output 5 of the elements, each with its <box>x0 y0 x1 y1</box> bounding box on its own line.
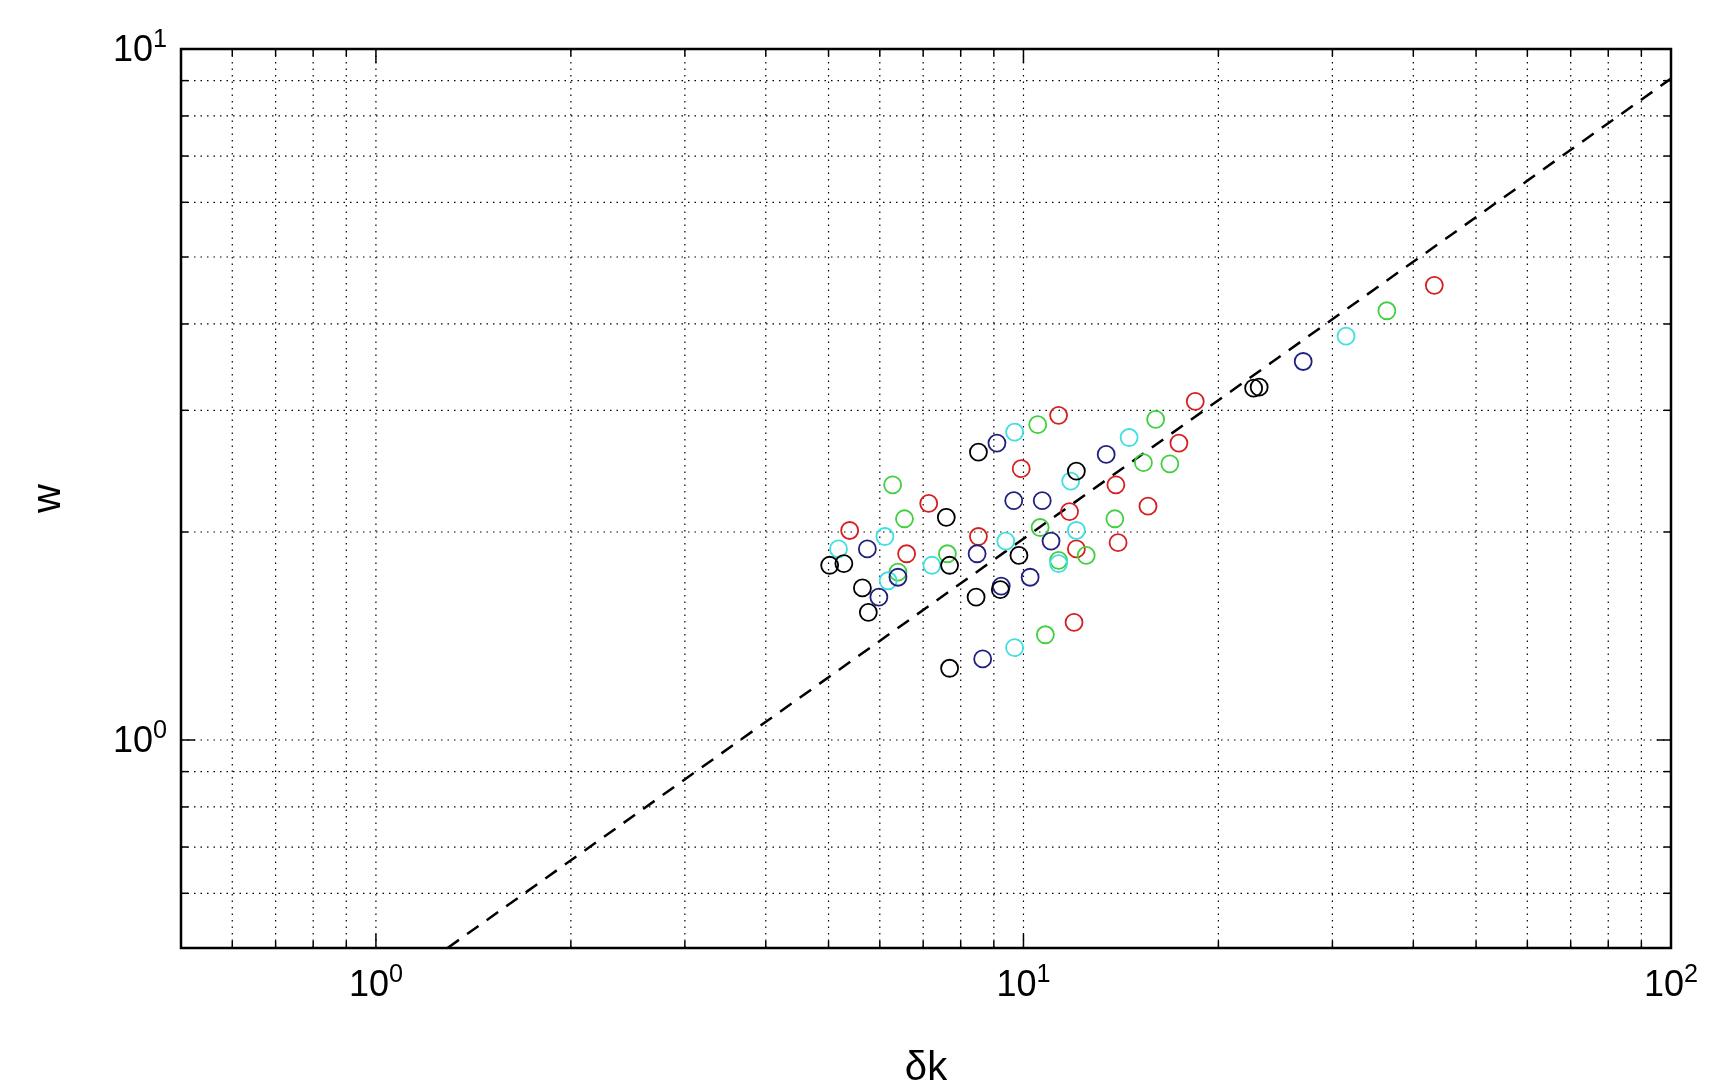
x-tick-label: 10$^{2}$ <box>1643 959 1699 1004</box>
x-tick-label: 10$^{0}$ <box>348 959 403 1004</box>
y-axis-title: w <box>24 483 68 514</box>
x-axis-title: δk <box>904 1044 949 1088</box>
x-tick-label: 10$^{1}$ <box>996 959 1051 1004</box>
